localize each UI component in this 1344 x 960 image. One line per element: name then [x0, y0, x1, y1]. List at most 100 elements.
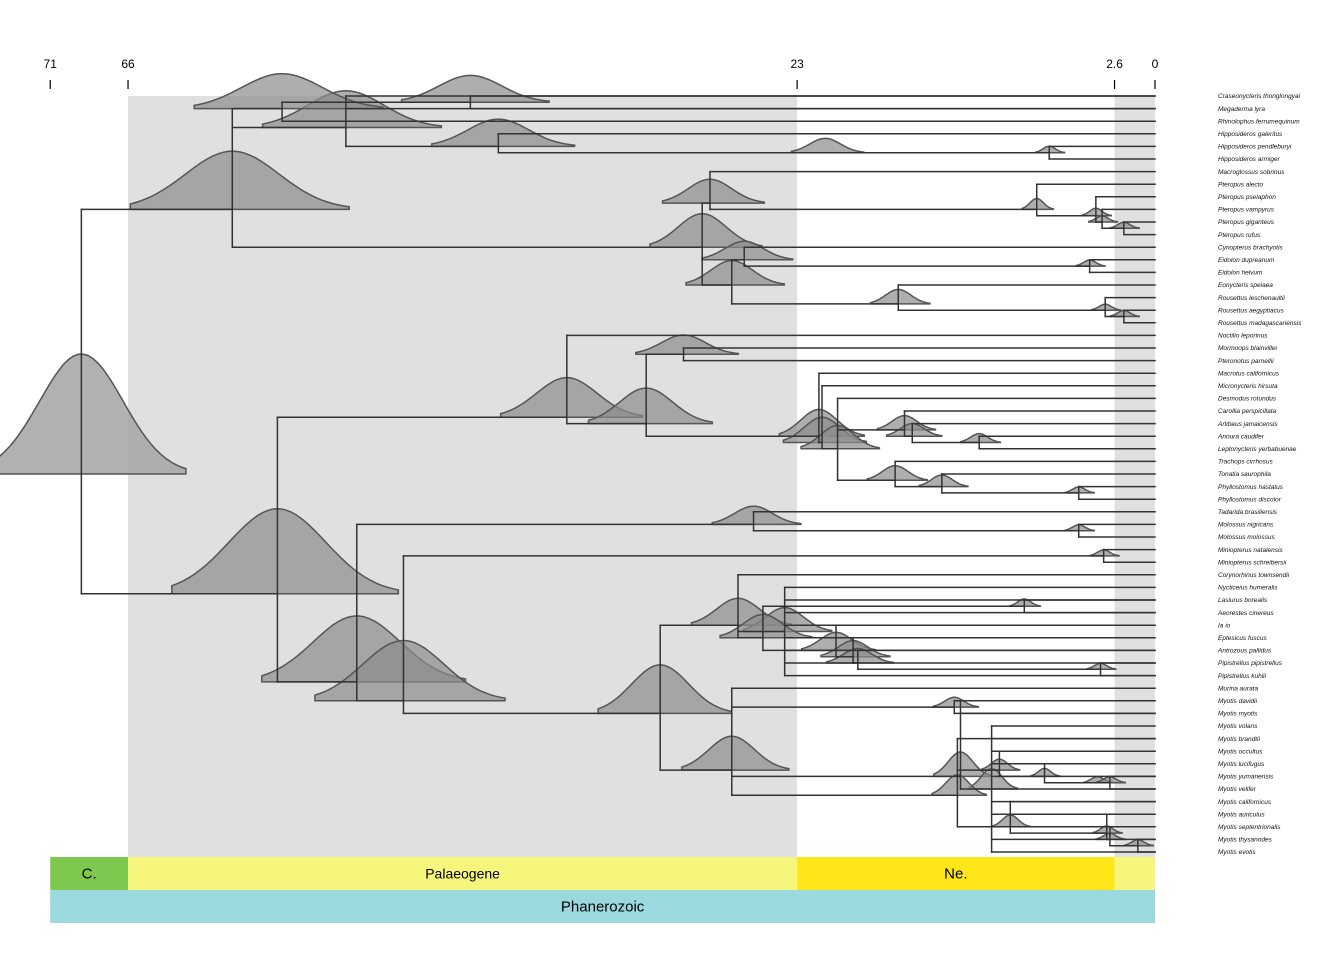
- time-axis: 71 66 23 2.6 0: [44, 57, 1159, 89]
- node-age-density: [1021, 197, 1055, 211]
- tip-label-pteropus-giganteus: Pteropus giganteus: [1218, 219, 1275, 226]
- tip-label-rousettus-aegyptiacus: Rousettus aegyptiacus: [1218, 307, 1285, 314]
- tip-label-miniopterus-natalensis: Miniopterus natalensis: [1218, 547, 1283, 554]
- node-age-density: [932, 696, 980, 708]
- node-age-density: [790, 137, 865, 154]
- tip-label-myotis-volans: Myotis volans: [1218, 723, 1258, 730]
- tip-label-aeorestes-cinereus: Aeorestes cinereus: [1217, 610, 1274, 617]
- node-age-density: [1030, 767, 1061, 778]
- tip-label-hipposideros-pendleburyi: Hipposideros pendleburyi: [1218, 144, 1292, 151]
- tip-label-molossus-nigricans: Molossus nigricans: [1218, 522, 1274, 529]
- node-age-density: [701, 240, 794, 261]
- eon-label: Phanerozoic: [561, 899, 645, 916]
- period-bar-c: [50, 857, 129, 890]
- eon-bar: [50, 890, 1156, 923]
- tip-label-pipistrellus-pipistrellus: Pipistrellus pipistrellus: [1218, 660, 1283, 667]
- tip-label-myotis-velifer: Myotis velifer: [1218, 786, 1257, 793]
- tip-label-myotis-davidii: Myotis davidii: [1218, 698, 1258, 705]
- node-age-density: [685, 259, 786, 286]
- tree-branches: [80, 95, 1156, 853]
- tip-label-molossus-molossus: Molossus molossus: [1218, 534, 1275, 541]
- tip-label-megaderma-lyra: Megaderma lyra: [1218, 106, 1265, 113]
- tip-label-murina-aurata: Murina aurata: [1218, 685, 1258, 692]
- tip-label-cynopterus-brachyotis: Cynopterus brachyotis: [1218, 244, 1283, 251]
- node-age-density: [661, 178, 766, 204]
- tip-label-myotis-brandtii: Myotis brandtii: [1218, 736, 1260, 743]
- tip-label-myotis-californicus: Myotis californicus: [1218, 799, 1272, 806]
- tip-label-hipposideros-galeritus: Hipposideros galeritus: [1218, 131, 1283, 138]
- tip-label-lasiurus-borealis: Lasiurus borealis: [1218, 597, 1268, 604]
- period-label-c: C.: [82, 866, 97, 883]
- tip-label-pipistrellus-kuhlii: Pipistrellus kuhlii: [1218, 673, 1267, 680]
- tip-label-micronycteris-hirsuta: Micronycteris hirsuta: [1218, 383, 1278, 390]
- axis-tick-label: 66: [121, 57, 135, 71]
- tip-label-ia-io: Ia io: [1218, 622, 1231, 629]
- tip-label-eidolon-helvum: Eidolon helvum: [1218, 270, 1263, 277]
- tip-label-myotis-auriculus: Myotis auriculus: [1218, 811, 1265, 818]
- tip-label-pteropus-rufus: Pteropus rufus: [1218, 232, 1261, 239]
- root-age-density: [0, 353, 187, 475]
- tip-label-eidolon-dupreanum: Eidolon dupreanum: [1218, 257, 1275, 264]
- node-age-density: [1095, 832, 1127, 841]
- tip-label-macrotus-californicus: Macrotus californicus: [1218, 370, 1280, 377]
- tip-label-craseonycteris-thonglongyai: Craseonycteris thonglongyai: [1218, 93, 1301, 100]
- tip-label-myotis-occultus: Myotis occultus: [1218, 748, 1263, 755]
- tip-label-eptesicus-fuscus: Eptesicus fuscus: [1218, 635, 1268, 642]
- tip-label-pteronotus-parnellii: Pteronotus parnellii: [1218, 358, 1274, 365]
- period-bar-ne: [797, 857, 1115, 890]
- node-age-density: [918, 474, 969, 488]
- axis-tick-label: 71: [44, 57, 58, 71]
- tip-label-pteropus-pselaphon: Pteropus pselaphon: [1218, 194, 1276, 201]
- tip-label-phyllostomus-hastatus: Phyllostomus hastatus: [1218, 484, 1284, 491]
- tip-label-myotis-evotis: Myotis evotis: [1218, 849, 1256, 856]
- node-age-density: [1009, 598, 1042, 608]
- tip-label-rousettus-leschenaultii: Rousettus leschenaultii: [1218, 295, 1285, 302]
- tip-label-hipposideros-armiger: Hipposideros armiger: [1218, 156, 1281, 163]
- tip-label-mormoops-blainvillei: Mormoops blainvillei: [1218, 345, 1277, 352]
- node-age-density: [1091, 303, 1122, 311]
- tip-label-nycticeius-humeralis: Nycticeius humeralis: [1218, 585, 1278, 592]
- tip-label-noctilio-leporinus: Noctilio leporinus: [1218, 333, 1268, 340]
- tip-label-antrozous-pallidus: Antrozous pallidus: [1217, 648, 1272, 655]
- node-age-density: [992, 814, 1031, 828]
- tip-label-tonatia-saurophila: Tonatia saurophila: [1218, 471, 1271, 478]
- node-age-density: [825, 647, 895, 664]
- node-age-density: [314, 639, 506, 702]
- tip-label-corynorhinus-townsendii: Corynorhinus townsendii: [1218, 572, 1290, 579]
- node-age-density: [431, 118, 576, 148]
- tip-label-rhinolophus-ferrumequinum: Rhinolophus ferrumequinum: [1218, 118, 1300, 125]
- node-age-density: [711, 505, 802, 526]
- node-age-density: [959, 432, 1002, 444]
- axis-tick-label: 0: [1152, 57, 1159, 71]
- period-bar-quaternary: [1114, 857, 1155, 890]
- period-label-palaeogene: Palaeogene: [425, 866, 500, 882]
- tip-label-rousettus-madagascariensis: Rousettus madagascariensis: [1218, 320, 1302, 327]
- tip-label-macroglossus-sobrinus: Macroglossus sobrinus: [1218, 169, 1285, 176]
- node-age-density: [171, 508, 400, 595]
- node-age-density: [681, 735, 790, 771]
- node-age-density: [597, 664, 733, 715]
- node-age-density: [866, 464, 928, 482]
- tip-labels: Craseonycteris thonglongyai Megaderma lyr…: [1217, 93, 1302, 856]
- tip-label-pteropus-alecto: Pteropus alecto: [1218, 181, 1264, 188]
- period-bar-palaeogene: [128, 857, 798, 890]
- tip-label-myotis-lucifugus: Myotis lucifugus: [1218, 761, 1265, 768]
- tip-label-myotis-myotis: Myotis myotis: [1218, 711, 1258, 718]
- node-age-density: [587, 387, 714, 425]
- tip-label-desmodus-rotundus: Desmodus rotundus: [1218, 396, 1277, 403]
- node-age-density: [129, 150, 350, 211]
- tip-label-anoura-caudifer: Anoura caudifer: [1217, 433, 1265, 440]
- axis-tick-label: 2.6: [1106, 57, 1123, 71]
- period-label-ne: Ne.: [944, 866, 967, 883]
- tip-label-carollia-perspicillata: Carollia perspicillata: [1218, 408, 1277, 415]
- tip-label-tadarida-brasiliensis: Tadarida brasiliensis: [1218, 509, 1278, 516]
- node-age-density: [1081, 207, 1113, 217]
- tip-label-eonycteris-spelaea: Eonycteris spelaea: [1218, 282, 1273, 289]
- tip-label-pteropus-vampyrus: Pteropus vampyrus: [1218, 207, 1275, 214]
- tip-label-trachops-cirrhosus: Trachops cirrhosus: [1218, 459, 1274, 466]
- axis-tick-label: 23: [790, 57, 804, 71]
- tip-label-myotis-yumanensis: Myotis yumanensis: [1218, 774, 1274, 781]
- node-age-density: [869, 288, 931, 305]
- tip-label-artibeus-jamaicensis: Artibeus jamaicensis: [1217, 421, 1278, 428]
